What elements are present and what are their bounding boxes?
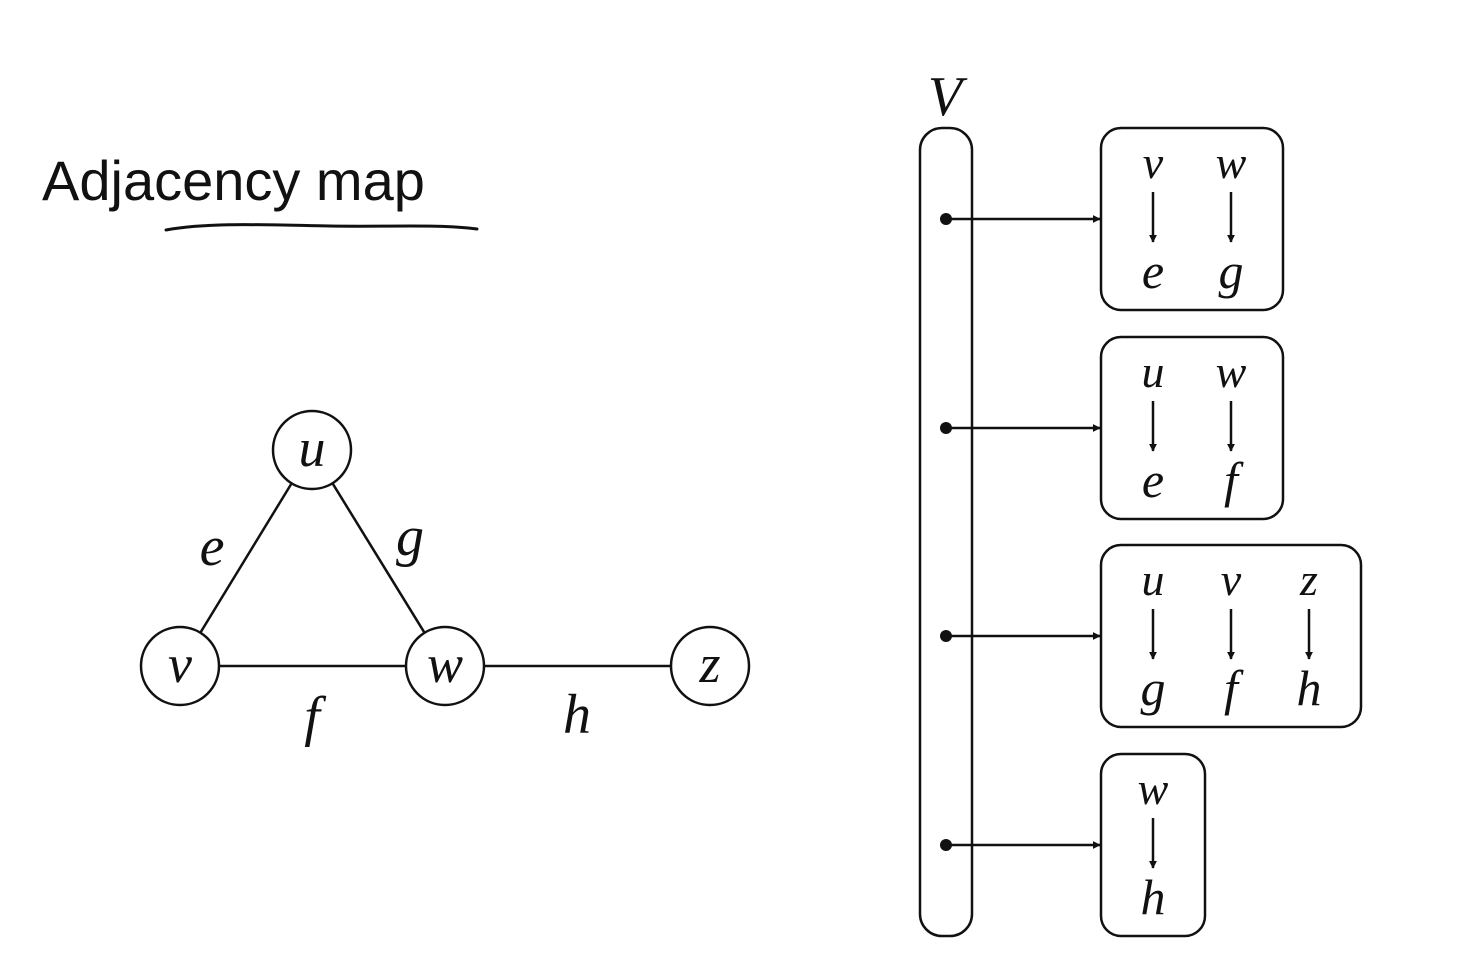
map-key-u: u bbox=[1142, 346, 1165, 397]
map-key-z: z bbox=[1299, 554, 1318, 605]
map-key-w: w bbox=[1216, 346, 1247, 397]
vertex-w bbox=[404, 625, 486, 707]
incidence-map-box bbox=[1099, 126, 1285, 312]
map-key-u: u bbox=[1142, 554, 1165, 605]
vertex-u bbox=[271, 409, 353, 491]
vertex-label-z: z bbox=[698, 634, 720, 694]
graph: e g f h u v w z bbox=[139, 409, 751, 748]
vertex-set-label: V bbox=[928, 66, 968, 128]
vertex-z bbox=[669, 625, 751, 707]
edge-label-g: g bbox=[396, 506, 424, 568]
vertex-label-v: v bbox=[168, 634, 192, 694]
title-underline bbox=[164, 223, 479, 232]
page-title: Adjacency map bbox=[42, 149, 425, 212]
incidence-map-box bbox=[1099, 752, 1207, 938]
edge-u-v bbox=[199, 482, 293, 634]
vertex-label-u: u bbox=[299, 418, 326, 478]
map-value-e: e bbox=[1142, 452, 1164, 508]
vertex-list-container bbox=[918, 126, 974, 938]
map-key-w: w bbox=[1216, 137, 1247, 188]
map-value-g: g bbox=[1141, 660, 1166, 716]
map-key-v: v bbox=[1143, 137, 1164, 188]
edge-u-w bbox=[331, 482, 426, 634]
edge-label-h: h bbox=[563, 684, 591, 746]
map-key-v: v bbox=[1221, 554, 1242, 605]
map-key-w: w bbox=[1138, 763, 1169, 814]
map-value-f: f bbox=[1224, 452, 1244, 508]
edge-label-f: f bbox=[304, 686, 327, 748]
vertex-v bbox=[139, 625, 221, 707]
map-value-f: f bbox=[1224, 660, 1244, 716]
map-value-e: e bbox=[1142, 243, 1164, 299]
incidence-map-box bbox=[1099, 335, 1285, 521]
incidence-map-box bbox=[1099, 543, 1363, 729]
edge-label-e: e bbox=[200, 516, 225, 578]
map-value-g: g bbox=[1219, 243, 1244, 299]
map-value-h: h bbox=[1141, 869, 1166, 925]
map-value-h: h bbox=[1297, 660, 1322, 716]
vertex-label-w: w bbox=[427, 634, 463, 694]
